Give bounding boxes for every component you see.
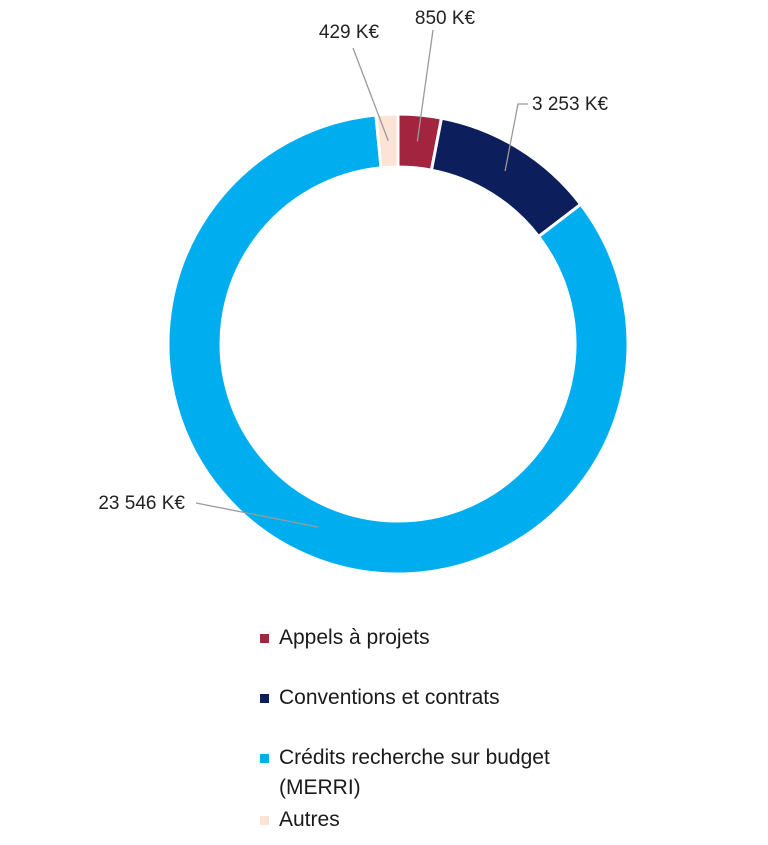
legend-swatch	[260, 816, 269, 825]
legend-item-conventions: Conventions et contrats	[260, 683, 680, 743]
legend: Appels à projets Conventions et contrats…	[260, 623, 680, 835]
data-label: 850 K€	[415, 8, 476, 29]
leader-line	[195, 502, 319, 528]
legend-item-appels: Appels à projets	[260, 623, 680, 683]
leader-line	[416, 29, 434, 142]
legend-label: Conventions et contrats	[279, 686, 500, 709]
credits-slice	[166, 113, 630, 576]
legend-swatch	[260, 754, 269, 763]
data-label: 3 253 K€	[532, 94, 608, 115]
data-label: 429 K€	[319, 22, 380, 43]
legend-label: Appels à projets	[279, 626, 430, 649]
data-label: 23 546 K€	[98, 493, 185, 514]
leader-line	[504, 103, 528, 172]
autres-slice	[374, 112, 400, 170]
donut-chart: 850 K€ 3 253 K€ 23 546 K€ 429 K€	[98, 8, 630, 576]
legend-item-credits: Crédits recherche sur budget (MERRI)	[260, 743, 680, 805]
legend-item-autres: Autres	[260, 805, 680, 835]
leader-line	[352, 47, 389, 141]
legend-label: Autres	[279, 808, 340, 831]
legend-swatch	[260, 634, 269, 643]
legend-label: Crédits recherche sur budget (MERRI)	[279, 746, 550, 799]
conventions-slice	[429, 116, 583, 239]
legend-swatch	[260, 694, 269, 703]
